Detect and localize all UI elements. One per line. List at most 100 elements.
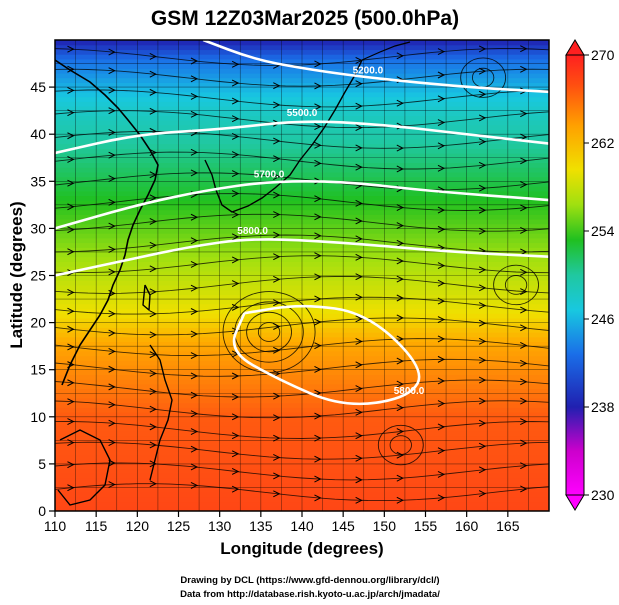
wind-arrow xyxy=(478,284,487,292)
wind-arrow xyxy=(355,80,363,88)
colorbar-tick-label: 246 xyxy=(591,311,615,327)
wind-arrow xyxy=(478,114,487,122)
wind-arrow xyxy=(190,372,199,380)
wind-arrow xyxy=(108,347,116,355)
wind-arrow xyxy=(396,357,404,365)
wind-arrow xyxy=(108,383,116,391)
contour-label: 5500.0 xyxy=(287,108,318,119)
circulation-ring xyxy=(504,275,528,295)
streamline xyxy=(55,358,549,377)
y-tick-label: 45 xyxy=(30,79,46,95)
colorbar-ticks: 230 238 246 254 262 270 xyxy=(584,47,615,503)
wind-arrow xyxy=(190,308,199,315)
wind-arrow xyxy=(231,115,240,123)
wind-arrow xyxy=(67,307,75,315)
wind-arrow xyxy=(190,213,199,221)
wind-arrow xyxy=(355,476,363,484)
wind-arrow xyxy=(437,119,446,126)
x-tick-label: 120 xyxy=(126,518,150,534)
wind-arrow xyxy=(314,494,322,502)
wind-arrow xyxy=(478,138,487,146)
wind-arrow xyxy=(314,252,322,260)
wind-arrow xyxy=(108,67,116,75)
wind-arrow xyxy=(520,157,528,165)
wind-arrow xyxy=(149,218,157,225)
wind-arrow xyxy=(108,365,116,373)
streamline xyxy=(55,441,549,460)
wind-arrow xyxy=(520,439,528,447)
height-contours: 5200.0 5500.0 5700.0 5800.0 5800.0 xyxy=(55,40,549,406)
streamline xyxy=(55,255,549,274)
wind-arrow xyxy=(314,475,322,483)
wind-arrow xyxy=(314,123,322,130)
streamline xyxy=(55,89,549,108)
wind-arrow xyxy=(231,256,240,264)
wind-arrow xyxy=(314,412,322,420)
contour-line xyxy=(202,40,549,94)
wind-arrow xyxy=(314,103,322,111)
wind-arrow xyxy=(108,48,116,56)
streamline xyxy=(55,400,549,419)
wind-arrow xyxy=(149,310,157,318)
wind-arrow xyxy=(355,385,363,393)
contour-line xyxy=(55,238,549,277)
wind-arrow xyxy=(190,391,199,399)
wind-arrow xyxy=(314,60,322,68)
wind-arrow xyxy=(67,343,75,351)
wind-arrow xyxy=(67,155,75,163)
wind-arrow xyxy=(355,454,363,462)
coastline-philippines xyxy=(149,344,173,481)
wind-arrow xyxy=(273,82,281,90)
wind-arrow xyxy=(437,297,446,305)
wind-arrow xyxy=(437,335,446,343)
x-tick-label: 140 xyxy=(290,518,314,534)
wind-arrow xyxy=(273,490,281,498)
wind-arrow xyxy=(108,198,116,206)
wind-arrow xyxy=(149,460,157,468)
streamline xyxy=(55,276,549,294)
wind-arrow xyxy=(520,248,528,256)
streamline xyxy=(55,213,549,232)
wind-arrow xyxy=(190,57,199,65)
wind-arrow xyxy=(108,310,116,318)
wind-arrow xyxy=(67,484,75,492)
wind-arrow xyxy=(149,241,157,249)
wind-arrow xyxy=(520,418,528,425)
wind-arrow xyxy=(190,463,199,471)
circulation-ring xyxy=(493,264,539,306)
wind-arrow xyxy=(149,70,157,78)
wind-arrow xyxy=(478,90,487,98)
wind-arrow xyxy=(314,366,322,373)
wind-arrow xyxy=(478,419,487,427)
contour-label: 5800.0 xyxy=(394,386,425,397)
wind-arrow xyxy=(231,413,240,421)
contour-line xyxy=(232,304,421,406)
wind-arrow xyxy=(478,490,487,498)
wind-arrow xyxy=(520,288,528,296)
wind-arrow xyxy=(231,60,240,68)
wind-arrow xyxy=(108,419,116,427)
contour-label: 5200.0 xyxy=(353,66,384,77)
wind-arrow xyxy=(231,432,240,440)
wind-arrow xyxy=(108,268,116,276)
wind-arrow xyxy=(396,380,404,388)
wind-arrow xyxy=(314,82,322,90)
wind-arrow xyxy=(231,450,240,458)
wind-arrow xyxy=(478,161,487,169)
colorbar-tick-label: 270 xyxy=(591,47,615,63)
wind-arrow xyxy=(108,459,116,467)
wind-arrow xyxy=(108,107,116,115)
wind-arrow xyxy=(108,222,116,230)
streamline xyxy=(55,296,549,315)
wind-arrow xyxy=(231,485,240,493)
wind-arrow xyxy=(478,227,487,235)
wind-arrow xyxy=(478,266,487,274)
wind-arrow xyxy=(437,95,446,103)
x-tick-label: 150 xyxy=(373,518,397,534)
wind-arrow xyxy=(520,268,528,276)
wind-arrow xyxy=(314,141,322,149)
wind-arrow xyxy=(190,148,199,156)
wind-arrow xyxy=(314,455,322,463)
wind-arrow xyxy=(478,356,487,364)
